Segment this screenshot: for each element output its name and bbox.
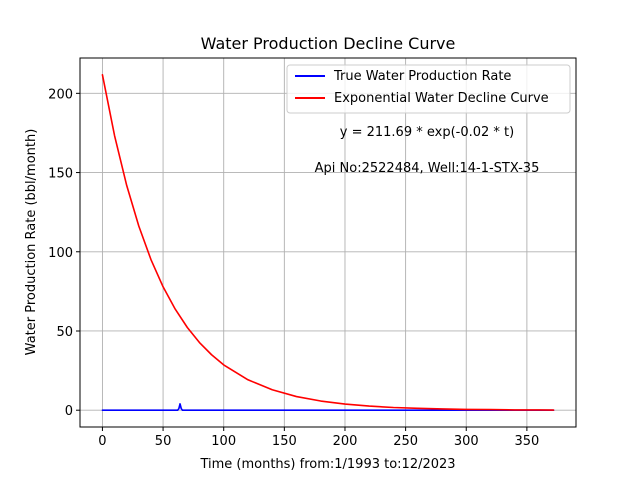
y-axis-label: Water Production Rate (bbl/month)	[24, 129, 39, 356]
x-tick-label: 300	[454, 434, 479, 449]
x-tick-label: 100	[211, 434, 236, 449]
chart-title: Water Production Decline Curve	[201, 34, 456, 53]
x-axis-label: Time (months) from:1/1993 to:12/2023	[199, 457, 455, 472]
x-tick-label: 150	[272, 434, 297, 449]
legend-label-true-rate: True Water Production Rate	[333, 69, 511, 84]
legend-frame	[286, 64, 571, 114]
x-tick-label: 0	[98, 434, 106, 449]
well-annotation: Api No:2522484, Well:14-1-STX-35	[315, 161, 540, 176]
x-tick-label: 50	[155, 434, 172, 449]
x-tick-label: 250	[393, 434, 418, 449]
y-tick-label: 200	[48, 87, 73, 102]
legend-label-exponential: Exponential Water Decline Curve	[334, 91, 549, 106]
y-tick-label: 100	[48, 246, 73, 261]
x-tick-label: 200	[333, 434, 358, 449]
y-tick-label: 50	[56, 325, 73, 340]
y-tick-label: 0	[65, 404, 73, 419]
series-line-exponential	[101, 74, 555, 411]
legend: True Water Production Rate Exponential W…	[286, 64, 571, 114]
series-line-true-rate	[101, 403, 555, 412]
y-tick-label: 150	[48, 167, 73, 182]
equation-annotation: y = 211.69 * exp(-0.02 * t)	[340, 125, 514, 140]
x-tick-label: 350	[514, 434, 539, 449]
plot-frame	[79, 57, 577, 428]
